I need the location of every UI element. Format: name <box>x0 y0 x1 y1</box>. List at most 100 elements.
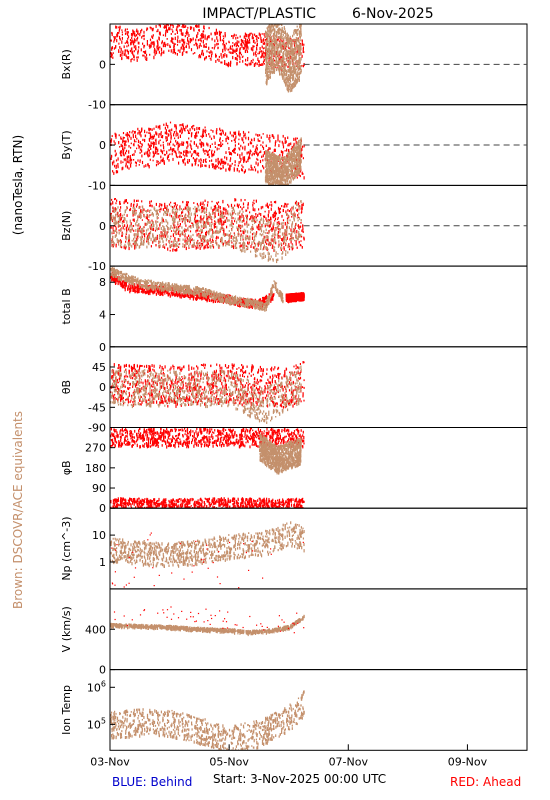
data-point <box>202 218 204 221</box>
data-point <box>289 219 291 222</box>
data-point <box>242 237 244 239</box>
data-point <box>241 42 243 46</box>
data-point <box>246 63 248 67</box>
data-point <box>205 164 207 168</box>
data-point <box>182 128 184 131</box>
data-point <box>296 172 298 176</box>
data-point <box>268 47 270 51</box>
data-point <box>137 139 140 144</box>
data-point <box>195 143 197 147</box>
data-point <box>220 132 222 136</box>
data-point <box>276 159 278 162</box>
data-point <box>127 202 129 204</box>
data-point <box>128 150 130 154</box>
data-point <box>287 168 289 172</box>
data-point <box>197 145 199 149</box>
data-point <box>241 220 243 223</box>
data-point <box>286 233 288 237</box>
data-point <box>204 221 206 225</box>
data-point <box>231 51 233 55</box>
data-point <box>268 241 270 245</box>
data-point <box>178 215 180 219</box>
data-point <box>216 36 218 40</box>
data-point <box>245 136 247 140</box>
data-point <box>161 218 163 221</box>
data-point <box>177 24 179 28</box>
data-point <box>169 27 171 31</box>
data-point <box>293 33 295 36</box>
data-point <box>135 34 138 37</box>
data-point <box>288 142 290 147</box>
data-point <box>111 53 113 56</box>
data-point <box>157 217 159 219</box>
data-point <box>161 151 164 155</box>
data-point <box>266 37 268 41</box>
data-point <box>204 131 206 134</box>
data-point <box>228 48 230 51</box>
data-point <box>222 227 224 230</box>
data-point <box>284 174 287 177</box>
data-point <box>180 129 182 133</box>
data-point <box>296 71 298 75</box>
data-point <box>224 45 226 48</box>
data-point <box>268 210 270 214</box>
data-point <box>250 228 252 231</box>
data-point <box>269 221 271 224</box>
data-point <box>284 66 286 70</box>
data-point <box>259 47 261 51</box>
data-point <box>174 52 177 55</box>
data-point <box>285 72 287 77</box>
data-point <box>272 36 274 40</box>
data-point <box>129 208 131 212</box>
data-point <box>181 38 183 42</box>
data-point <box>289 74 291 77</box>
data-point <box>203 150 205 153</box>
data-point <box>261 39 263 43</box>
data-point <box>286 86 288 91</box>
data-point <box>230 60 232 64</box>
data-point <box>206 243 208 246</box>
data-point <box>125 164 127 168</box>
data-point <box>113 217 115 220</box>
y-tick-label: 0 <box>99 58 106 71</box>
data-point <box>266 43 268 48</box>
data-point <box>269 42 271 45</box>
data-point <box>275 140 277 143</box>
data-point <box>167 124 169 129</box>
data-point <box>244 32 246 36</box>
data-point <box>276 162 278 166</box>
data-point <box>208 46 210 50</box>
data-point <box>288 39 290 42</box>
data-point <box>150 204 152 207</box>
data-point <box>268 32 270 35</box>
data-point <box>285 36 288 39</box>
data-point <box>153 51 155 54</box>
data-point <box>249 218 251 221</box>
data-point <box>267 224 269 228</box>
data-point <box>268 151 270 153</box>
data-point <box>299 60 301 64</box>
data-point <box>221 61 223 64</box>
data-point <box>256 44 258 47</box>
data-point <box>234 144 236 147</box>
data-point <box>283 45 285 48</box>
data-point <box>215 28 217 32</box>
data-point <box>275 160 277 164</box>
data-point <box>147 234 149 237</box>
data-point <box>195 38 197 42</box>
data-point <box>275 64 277 67</box>
data-point <box>252 216 254 220</box>
data-point <box>118 134 120 137</box>
data-point <box>156 236 158 240</box>
data-point <box>278 51 280 53</box>
data-point <box>115 243 117 246</box>
data-point <box>119 53 121 57</box>
data-point <box>230 222 233 226</box>
data-point <box>223 44 225 48</box>
data-point <box>192 224 194 227</box>
data-point <box>210 235 212 238</box>
data-point <box>268 36 270 38</box>
data-point <box>110 226 112 229</box>
data-point <box>185 203 187 207</box>
data-point <box>181 132 183 135</box>
